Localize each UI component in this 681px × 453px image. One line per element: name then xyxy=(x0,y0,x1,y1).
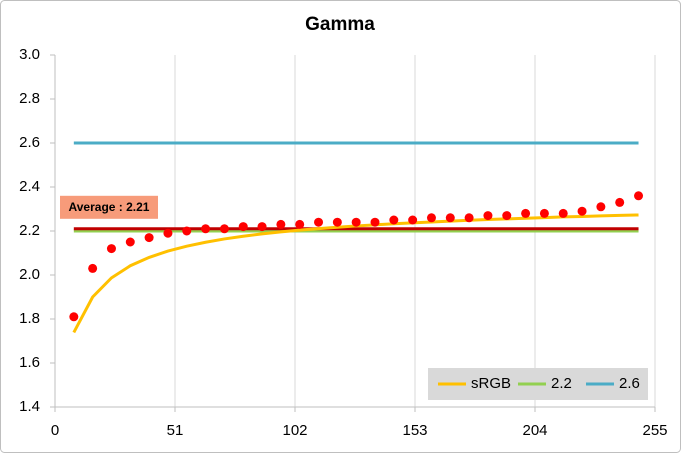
data-point xyxy=(558,208,568,218)
data-point xyxy=(577,206,587,216)
data-point xyxy=(445,213,455,223)
x-tick-label: 204 xyxy=(522,422,547,439)
chart-title: Gamma xyxy=(305,14,375,35)
y-tick-label: 2.8 xyxy=(19,90,40,107)
data-point xyxy=(351,217,361,227)
y-tick-label: 3.0 xyxy=(19,46,40,63)
data-point xyxy=(634,191,644,201)
data-point xyxy=(464,213,474,223)
legend-label: 2.2 xyxy=(551,375,572,392)
legend-label: 2.6 xyxy=(619,375,640,392)
data-point xyxy=(163,228,173,238)
x-tick-label: 51 xyxy=(167,422,184,439)
y-tick-label: 2.0 xyxy=(19,266,40,283)
data-point xyxy=(596,202,606,212)
data-point xyxy=(295,219,305,229)
data-point xyxy=(521,208,531,218)
data-point xyxy=(502,211,512,221)
data-point xyxy=(125,237,135,247)
x-tick-label: 153 xyxy=(402,422,427,439)
data-point xyxy=(408,215,418,225)
data-point xyxy=(201,224,211,234)
data-point xyxy=(389,215,399,225)
data-point xyxy=(615,197,625,207)
y-tick-label: 1.4 xyxy=(19,398,40,415)
data-point xyxy=(88,263,98,273)
data-point xyxy=(483,211,493,221)
data-point xyxy=(106,244,116,254)
annotation: Average : 2.21 xyxy=(69,200,150,214)
data-point xyxy=(257,222,267,232)
legend-label: sRGB xyxy=(471,375,511,392)
annotation-box xyxy=(60,195,158,219)
y-tick-label: 2.6 xyxy=(19,134,40,151)
data-point xyxy=(69,312,79,322)
x-tick-label: 0 xyxy=(51,422,59,439)
data-point xyxy=(219,224,229,234)
y-tick-label: 1.8 xyxy=(19,310,40,327)
y-tick-label: 2.4 xyxy=(19,178,40,195)
data-point xyxy=(182,226,192,236)
x-tick-label: 255 xyxy=(642,422,667,439)
x-tick-label: 102 xyxy=(282,422,307,439)
data-point xyxy=(426,213,436,223)
data-point xyxy=(314,217,324,227)
data-point xyxy=(144,233,154,243)
data-point xyxy=(539,208,549,218)
y-tick-label: 1.6 xyxy=(19,354,40,371)
data-point xyxy=(332,217,342,227)
data-point xyxy=(370,217,380,227)
data-point xyxy=(238,222,248,232)
y-tick-label: 2.2 xyxy=(19,222,40,239)
data-point xyxy=(276,219,286,229)
